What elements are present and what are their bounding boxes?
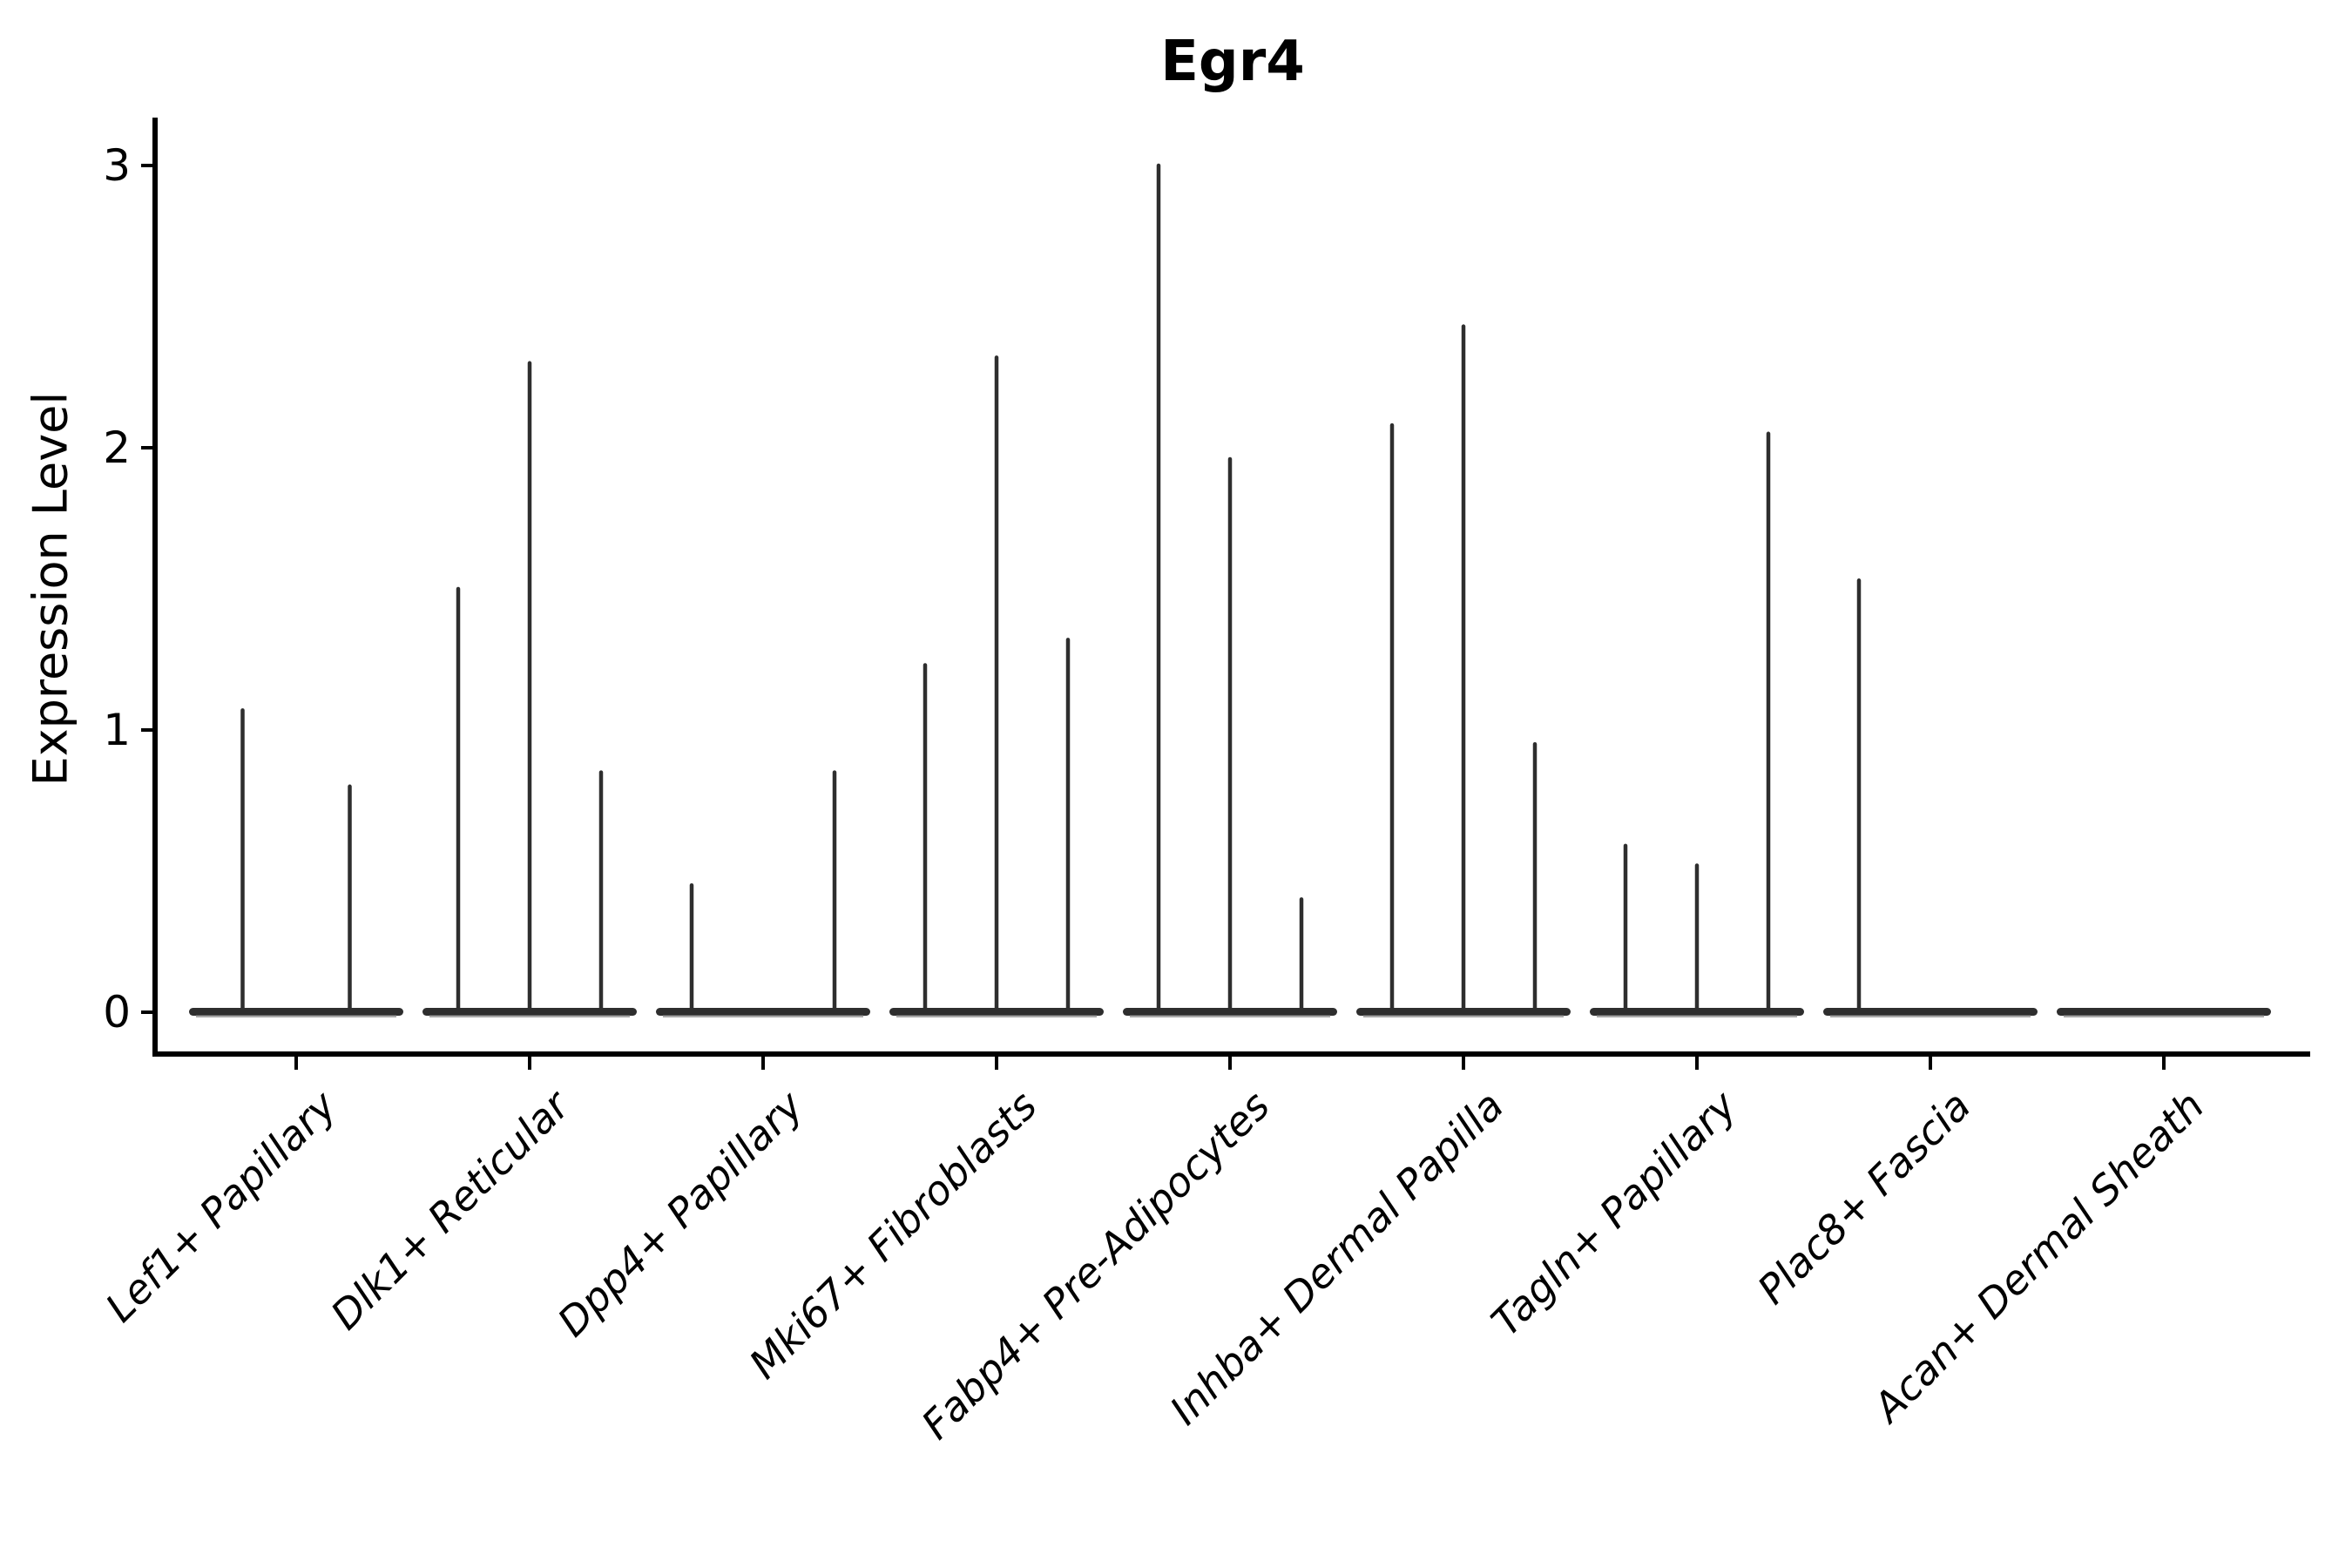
y-tick-label: 0 — [103, 987, 131, 1037]
violin-baseline-shadow — [1597, 1015, 1797, 1017]
violin-baseline-shadow — [1130, 1015, 1330, 1017]
violin-baseline-shadow — [1830, 1015, 2031, 1017]
violin-baseline — [2057, 1008, 2271, 1016]
y-tick-label: 1 — [103, 705, 131, 755]
violin-baseline — [1823, 1008, 2038, 1016]
violin-baseline — [656, 1008, 870, 1016]
violin-baseline-shadow — [663, 1015, 863, 1017]
violin-baseline-shadow — [196, 1015, 396, 1017]
violin-baseline-shadow — [429, 1015, 630, 1017]
violin-baseline-shadow — [1363, 1015, 1564, 1017]
y-tick-label: 2 — [103, 422, 131, 473]
violin-baseline-shadow — [2064, 1015, 2264, 1017]
violin-baseline-shadow — [896, 1015, 1097, 1017]
chart-title: Egr4 — [1160, 30, 1305, 94]
violin-baseline — [189, 1008, 403, 1016]
y-tick-label: 3 — [103, 140, 131, 191]
